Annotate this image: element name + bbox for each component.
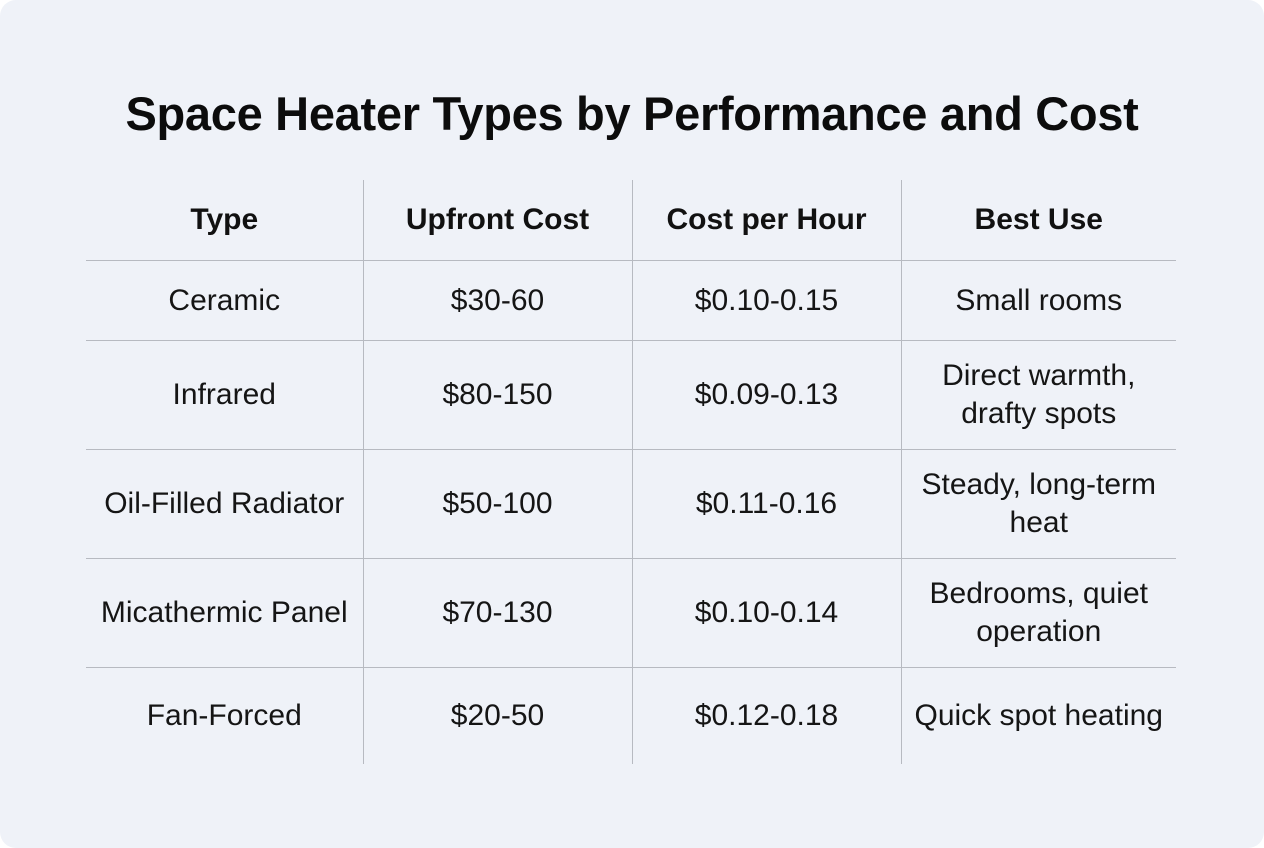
header-cost-per-hour: Cost per Hour xyxy=(632,180,902,261)
cell-best-use: Steady, long-term heat xyxy=(901,449,1176,559)
cell-cost-per-hour: $0.09-0.13 xyxy=(632,340,902,450)
header-best-use: Best Use xyxy=(901,180,1176,261)
cell-type: Micathermic Panel xyxy=(86,558,364,668)
cell-best-use: Bedrooms, quiet operation xyxy=(901,558,1176,668)
cell-upfront-cost: $20-50 xyxy=(363,667,633,764)
cell-upfront-cost: $70-130 xyxy=(363,558,633,668)
table-row: Oil-Filled Radiator $50-100 $0.11-0.16 S… xyxy=(86,449,1176,559)
cell-cost-per-hour: $0.10-0.15 xyxy=(632,260,902,341)
cell-type: Oil-Filled Radiator xyxy=(86,449,364,559)
cell-type: Infrared xyxy=(86,340,364,450)
cell-cost-per-hour: $0.10-0.14 xyxy=(632,558,902,668)
cell-best-use: Quick spot heating xyxy=(914,699,1163,732)
page-title: Space Heater Types by Performance and Co… xyxy=(125,87,1139,140)
table-header-row: Type Upfront Cost Cost per Hour Best Use xyxy=(86,180,1176,261)
cell-best-use: Small rooms xyxy=(901,260,1176,341)
table-row: Infrared $80-150 $0.09-0.13 Direct warmt… xyxy=(86,340,1176,450)
cell-type: Fan-Forced xyxy=(86,667,364,764)
header-type: Type xyxy=(86,180,364,261)
cell-upfront-cost: $80-150 xyxy=(363,340,633,450)
header-upfront-cost: Upfront Cost xyxy=(363,180,633,261)
heater-comparison-table: Type Upfront Cost Cost per Hour Best Use… xyxy=(86,180,1176,764)
table-row: Fan-Forced $20-50 $0.12-0.18 Quick spot … xyxy=(86,667,1176,764)
cell-cost-per-hour: $0.11-0.16 xyxy=(632,449,902,559)
cell-upfront-cost: $50-100 xyxy=(363,449,633,559)
table-row: Micathermic Panel $70-130 $0.10-0.14 Bed… xyxy=(86,558,1176,668)
cell-cost-per-hour: $0.12-0.18 xyxy=(632,667,902,764)
cell-type: Ceramic xyxy=(86,260,364,341)
cell-upfront-cost: $30-60 xyxy=(363,260,633,341)
table-row: Ceramic $30-60 $0.10-0.15 Small rooms xyxy=(86,260,1176,341)
cell-best-use: Direct warmth, drafty spots xyxy=(901,340,1176,450)
